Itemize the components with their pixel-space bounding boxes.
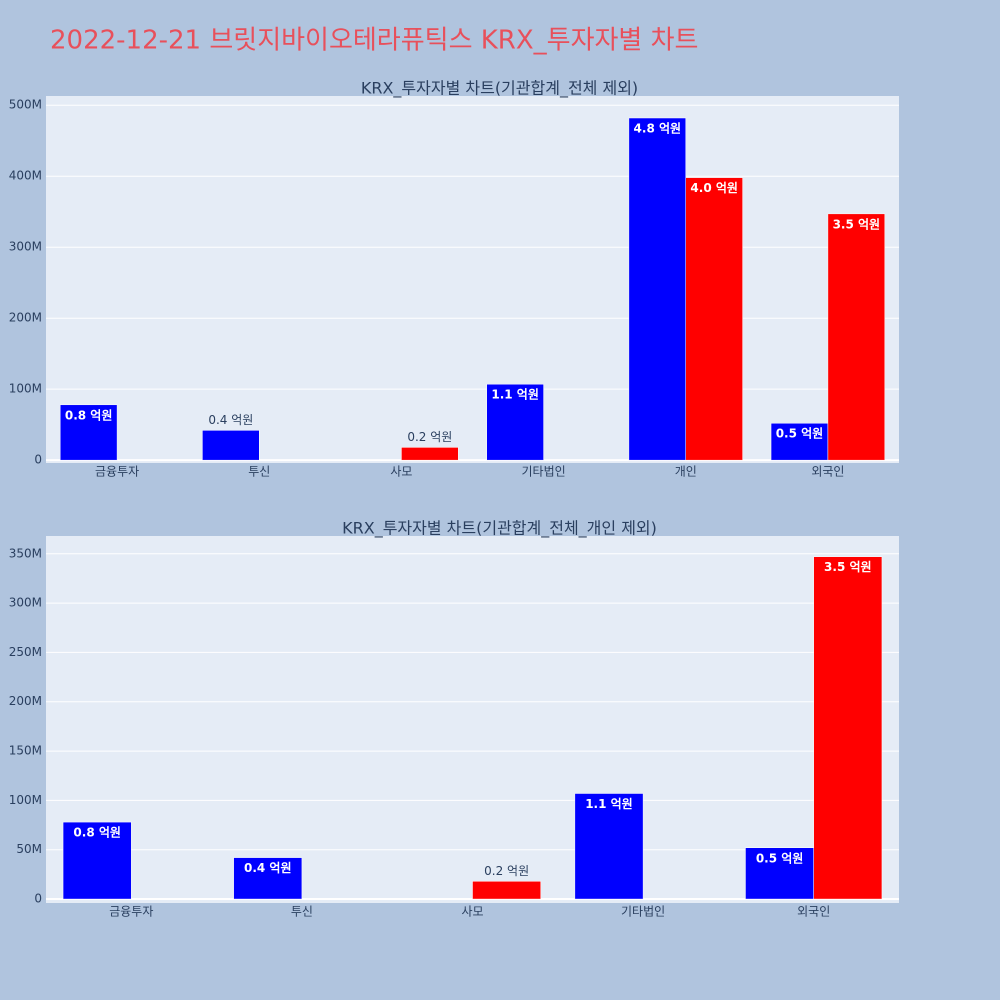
bar (486, 383, 544, 461)
value-label: 0.2 억원 (484, 864, 529, 878)
bar (62, 821, 132, 900)
x-tick-label: 사모 (390, 465, 412, 479)
x-tick-label: 기타법인 (521, 465, 565, 479)
x-tick-label: 금융투자 (95, 465, 139, 479)
y-tick-label: 0 (34, 892, 42, 906)
x-tick-label: 금융투자 (109, 905, 153, 919)
bar (813, 556, 883, 900)
bar (472, 881, 541, 900)
y-tick-label: 250M (9, 645, 42, 659)
x-tick-label: 투신 (291, 905, 313, 919)
x-tick-label: 사모 (461, 905, 483, 919)
chart-title: KRX_투자자별 차트(기관합계_전체 제외) (361, 79, 638, 99)
plot-area (46, 536, 899, 903)
value-label: 3.5 억원 (824, 560, 872, 574)
bar (827, 213, 886, 461)
value-label: 0.2 억원 (407, 430, 452, 444)
plot-area (46, 96, 899, 463)
y-tick-label: 500M (9, 98, 42, 112)
x-tick-label: 개인 (675, 465, 697, 479)
y-tick-label: 300M (9, 596, 42, 610)
value-label: 0.5 억원 (756, 851, 804, 865)
y-tick-label: 50M (16, 842, 42, 856)
y-tick-label: 100M (9, 793, 42, 807)
x-tick-label: 외국인 (797, 905, 830, 919)
bar (745, 847, 814, 900)
bar (574, 793, 644, 900)
value-label: 3.5 억원 (833, 217, 881, 231)
bar (770, 422, 829, 461)
y-tick-label: 0 (34, 453, 42, 467)
value-label: 0.4 억원 (244, 861, 292, 875)
value-label: 0.8 억원 (65, 408, 113, 422)
y-tick-label: 200M (9, 311, 42, 325)
value-label: 1.1 억원 (585, 797, 633, 811)
value-label: 0.4 억원 (208, 413, 253, 427)
bar (628, 117, 687, 461)
y-tick-label: 350M (9, 546, 42, 560)
page-title: 2022-12-21 브릿지바이오테라퓨틱스 KRX_투자자별 차트 (50, 26, 698, 56)
y-tick-label: 400M (9, 169, 42, 183)
x-tick-label: 외국인 (811, 465, 844, 479)
x-tick-label: 투신 (248, 465, 270, 479)
chart-title: KRX_투자자별 차트(기관합계_전체_개인 제외) (342, 519, 657, 539)
bar (401, 447, 459, 461)
bar (685, 177, 743, 461)
y-tick-label: 150M (9, 744, 42, 758)
y-tick-label: 100M (9, 382, 42, 396)
bar (202, 430, 260, 461)
value-label: 1.1 억원 (491, 388, 539, 402)
value-label: 4.8 억원 (634, 122, 682, 136)
y-tick-label: 200M (9, 694, 42, 708)
y-tick-label: 300M (9, 240, 42, 254)
value-label: 0.5 억원 (776, 427, 824, 441)
bar (59, 404, 118, 461)
value-label: 4.0 억원 (690, 181, 738, 195)
value-label: 0.8 억원 (73, 826, 121, 840)
x-tick-label: 기타법인 (621, 905, 665, 919)
bar (233, 857, 303, 900)
